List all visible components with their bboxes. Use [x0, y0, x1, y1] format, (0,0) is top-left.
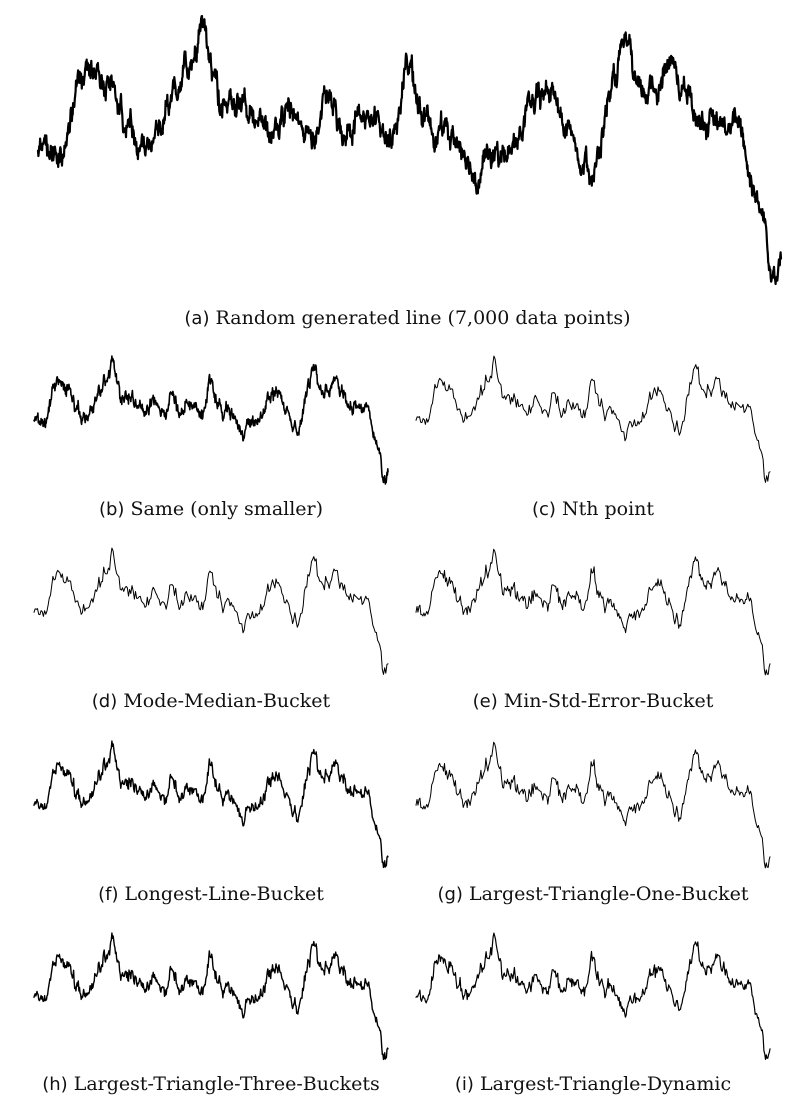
- line-chart-b: [33, 355, 389, 485]
- caption-text-g: Largest-Triangle-One-Bucket: [468, 883, 749, 905]
- caption-label-b: (b): [98, 499, 125, 520]
- series-line-e: [415, 548, 771, 676]
- series-line-d: [33, 547, 389, 675]
- chart-panel-h: (h) Largest-Triangle-Three-Buckets: [30, 927, 392, 1107]
- caption-a: (a) Random generated line (7,000 data po…: [30, 307, 785, 329]
- caption-label-i: (i): [454, 1074, 474, 1095]
- caption-text-d: Mode-Median-Bucket: [123, 690, 331, 712]
- caption-d: (d) Mode-Median-Bucket: [30, 690, 392, 712]
- chart-panel-a: (a) Random generated line (7,000 data po…: [30, 10, 785, 340]
- caption-text-i: Largest-Triangle-Dynamic: [479, 1073, 732, 1095]
- caption-text-h: Largest-Triangle-Three-Buckets: [73, 1073, 380, 1095]
- line-chart-i: [415, 932, 771, 1060]
- caption-label-d: (d): [91, 691, 118, 712]
- series-line-a: [36, 14, 783, 286]
- line-chart-g: [415, 741, 771, 869]
- chart-panel-g: (g) Largest-Triangle-One-Bucket: [412, 735, 774, 915]
- series-line-i: [415, 932, 771, 1060]
- series-line-b: [33, 355, 389, 485]
- line-chart-d: [33, 547, 389, 675]
- caption-text-b: Same (only smaller): [130, 498, 324, 520]
- chart-panel-e: (e) Min-Std-Error-Bucket: [412, 542, 774, 722]
- series-line-g: [415, 741, 771, 869]
- caption-b: (b) Same (only smaller): [30, 498, 392, 520]
- caption-label-c: (c): [531, 499, 556, 520]
- caption-label-a: (a): [184, 308, 210, 329]
- caption-label-g: (g): [437, 884, 463, 905]
- caption-text-f: Longest-Line-Bucket: [124, 883, 324, 905]
- line-chart-c: [415, 355, 771, 483]
- series-line-h: [33, 932, 389, 1061]
- chart-panel-d: (d) Mode-Median-Bucket: [30, 542, 392, 722]
- chart-panel-b: (b) Same (only smaller): [30, 350, 392, 530]
- chart-panel-f: (f) Longest-Line-Bucket: [30, 735, 392, 915]
- line-chart-e: [415, 548, 771, 676]
- chart-panel-c: (c) Nth point: [412, 350, 774, 530]
- series-line-c: [415, 355, 771, 483]
- caption-g: (g) Largest-Triangle-One-Bucket: [412, 883, 774, 905]
- caption-label-f: (f): [98, 884, 119, 905]
- caption-label-e: (e): [472, 691, 498, 712]
- line-chart-h: [33, 932, 389, 1061]
- caption-f: (f) Longest-Line-Bucket: [30, 883, 392, 905]
- caption-c: (c) Nth point: [412, 498, 774, 520]
- caption-text-a: Random generated line (7,000 data points…: [215, 307, 631, 329]
- caption-label-h: (h): [42, 1074, 68, 1095]
- caption-text-e: Min-Std-Error-Bucket: [503, 690, 714, 712]
- line-chart-f: [33, 740, 389, 869]
- chart-panel-i: (i) Largest-Triangle-Dynamic: [412, 927, 774, 1107]
- line-chart-a: [36, 14, 783, 286]
- caption-text-c: Nth point: [561, 498, 655, 520]
- caption-i: (i) Largest-Triangle-Dynamic: [412, 1073, 774, 1095]
- caption-e: (e) Min-Std-Error-Bucket: [412, 690, 774, 712]
- series-line-f: [33, 740, 389, 869]
- caption-h: (h) Largest-Triangle-Three-Buckets: [30, 1073, 392, 1095]
